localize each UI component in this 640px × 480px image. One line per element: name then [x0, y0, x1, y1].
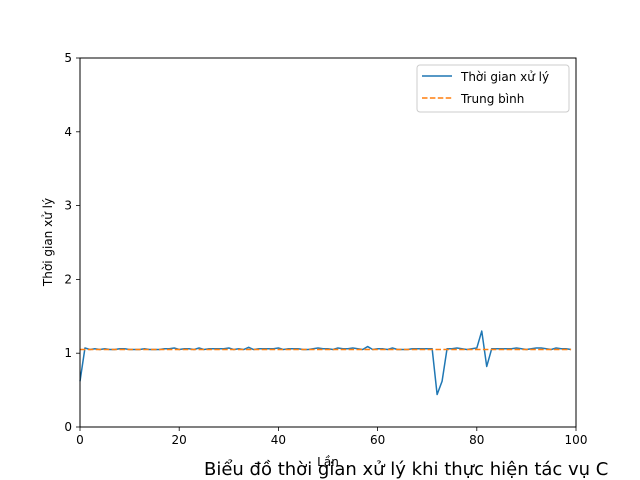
y-tick-label: 1 [64, 346, 72, 360]
x-tick-label: 80 [469, 433, 484, 447]
y-tick-label: 5 [64, 51, 72, 65]
plot-content [79, 330, 572, 396]
x-tick-label: 0 [76, 433, 84, 447]
plot-frame [79, 57, 577, 428]
legend-label-processing-time: Thời gian xử lý [460, 70, 549, 84]
y-tick-label: 3 [64, 199, 72, 213]
x-tick-label: 40 [271, 433, 286, 447]
y-tick-label: 0 [64, 420, 72, 434]
y-tick-label: 4 [64, 125, 72, 139]
y-axis-label: Thời gian xử lý [41, 198, 55, 287]
chart-title: Biểu đồ thời gian xử lý khi thực hiện tá… [204, 459, 608, 480]
x-axis-ticks: 0 20 40 60 80 100 [76, 427, 587, 447]
x-tick-label: 20 [172, 433, 187, 447]
y-axis-ticks: 0 1 2 3 4 5 [64, 51, 80, 434]
x-tick-label: 60 [370, 433, 385, 447]
series-line-0 [79, 330, 572, 396]
legend: Thời gian xử lý Trung bình [416, 64, 570, 113]
x-axis-label: Lần [317, 455, 339, 469]
legend-label-average: Trung bình [460, 92, 524, 106]
y-tick-label: 2 [64, 272, 72, 286]
legend-box [416, 64, 570, 113]
x-tick-label: 100 [565, 433, 588, 447]
